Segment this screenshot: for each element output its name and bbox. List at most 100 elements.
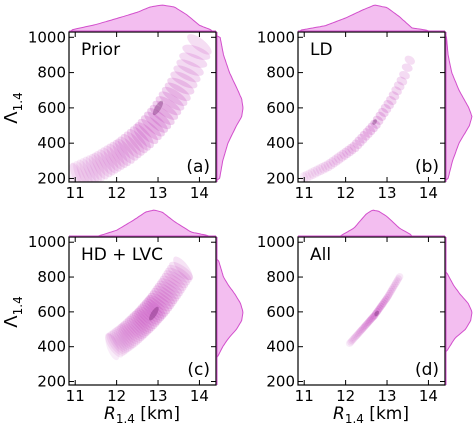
kde-contour [106,332,126,356]
panel-title: LD [310,40,333,60]
x-tick-label: 11 [295,387,314,405]
kde-contour [151,287,176,307]
x-tick-label: 12 [107,387,126,405]
panel-tag: (d) [415,360,439,380]
kde-contour [333,153,344,164]
kde-contour [126,128,148,154]
kde-contour [310,166,320,178]
kde-contour [399,70,410,80]
panel-tag: (b) [415,157,439,177]
kde-contour [124,317,146,340]
kde-contour [345,339,354,347]
y-tick-label: 400 [37,338,66,356]
kde-contour [156,280,181,300]
kde-contour [396,76,408,86]
kde-contour [121,320,143,343]
x-tick-label: 13 [148,387,167,405]
kde-contour [152,100,179,120]
y-tick-label: 400 [37,134,66,152]
y-tick-label: 200 [37,373,66,391]
kde-density [300,55,415,182]
kde-contour [146,294,170,315]
kde-contour [128,314,150,337]
kde-contour [130,312,152,335]
kde-contour [384,291,393,300]
kde-contour [85,155,102,182]
kde-contour [348,336,357,345]
kde-contour [100,147,119,174]
kde-contour [120,133,142,159]
kde-contour [105,333,120,361]
y-tick-label: 600 [37,99,66,117]
kde-contour [111,328,131,353]
y-tick-label: 600 [266,303,295,321]
kde-contour [358,325,367,334]
kde-contour [371,309,380,318]
kde-contour [115,138,135,164]
kde-contour [106,143,125,170]
kde-contour [365,125,376,136]
kde-contour [383,293,391,302]
kde-contour [153,285,178,305]
x-tick-label: 14 [419,184,438,202]
y-tick-label: 800 [266,268,295,286]
y-tick-label: 1000 [257,28,295,46]
kde-contour [349,335,358,343]
x-marginal-density [69,4,216,32]
y-tick-label: 200 [266,169,295,187]
kde-contour [94,151,113,178]
kde-contour [79,158,96,182]
axes-frame [68,31,217,183]
kde-contour [323,160,333,172]
kde-contour [173,65,201,83]
kde-contour [70,162,87,182]
kde-contour [187,34,212,55]
y-tick-label: 400 [266,338,295,356]
y-tick-label: 600 [37,303,66,321]
x-tick-label: 12 [336,184,355,202]
kde-contour [352,332,360,341]
x-axis-label: R1.4 [km] [104,404,180,426]
kde-density [105,256,194,361]
kde-contour [389,283,397,292]
kde-contour [164,82,191,102]
kde-contour [388,91,400,101]
kde-contour [360,322,369,331]
kde-contour [354,136,365,147]
x-axis-label: R1.4 [km] [333,404,409,426]
kde-contour [375,304,384,313]
kde-contour [362,128,373,138]
kde-contour [76,159,93,182]
y-tick-label: 800 [266,64,295,82]
kde-contour [368,314,376,322]
kde-contour [97,149,116,176]
y-axis-label: Λ1.4 [1,296,25,327]
kde-contour [401,63,413,72]
kde-contour [134,122,159,145]
kde-contour [118,323,139,347]
kde-contour [112,139,131,167]
kde-contour [161,272,187,291]
kde-contour [149,104,175,125]
kde-contour [103,145,122,172]
kde-peak [152,100,164,116]
kde-contour [109,141,128,169]
panel-title: Prior [81,40,120,60]
x-tick-label: 11 [66,184,85,202]
kde-contour [133,309,155,332]
kde-contour [326,158,336,170]
kde-contour [357,133,368,144]
kde-contour [336,151,346,162]
kde-contour [378,300,386,309]
kde-contour [136,306,159,327]
kde-contour [341,147,351,159]
kde-contour [109,329,130,354]
kde-peak [374,310,380,317]
kde-contour [149,290,174,310]
kde-contour [141,300,165,321]
y-tick-label: 400 [266,134,295,152]
kde-contour [352,139,362,150]
kde-contour [148,292,172,312]
kde-contour [386,96,397,105]
